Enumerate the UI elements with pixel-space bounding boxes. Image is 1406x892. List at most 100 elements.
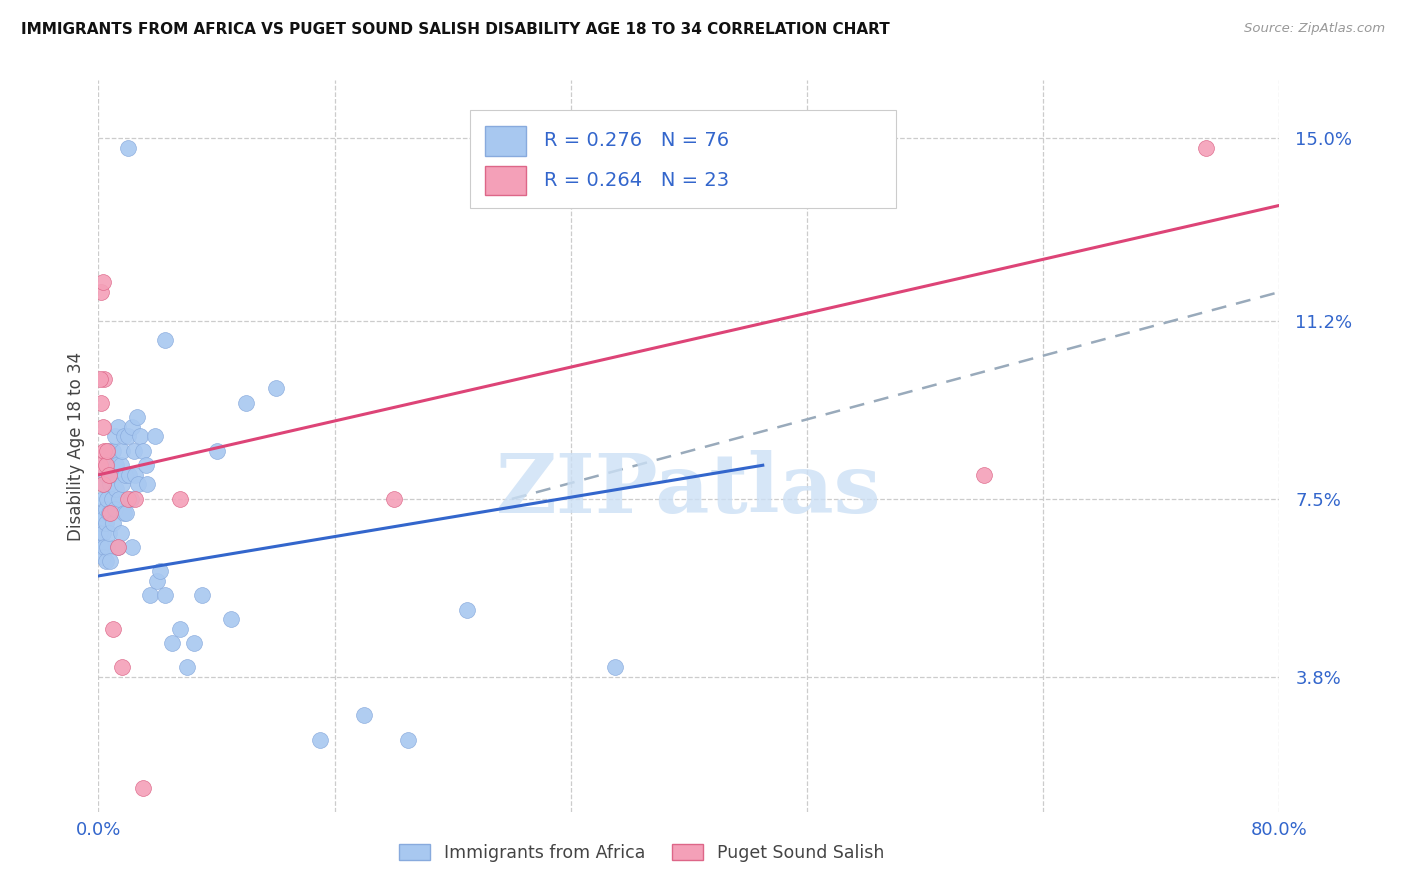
Point <box>309 732 332 747</box>
Point <box>96 458 118 473</box>
Point <box>105 458 128 473</box>
Point <box>111 443 134 458</box>
Point <box>143 429 166 443</box>
Point <box>128 429 150 443</box>
Bar <box>485 166 526 195</box>
Point <box>97 443 120 458</box>
Point <box>90 507 112 521</box>
Point <box>97 467 120 482</box>
Bar <box>485 127 526 155</box>
Point <box>91 419 114 434</box>
Point <box>235 395 257 409</box>
Y-axis label: Disability Age 18 to 34: Disability Age 18 to 34 <box>66 351 84 541</box>
Point <box>97 507 120 521</box>
Point <box>149 564 172 578</box>
Point <box>398 732 420 747</box>
Point <box>121 540 143 554</box>
Point <box>98 507 121 521</box>
Text: R = 0.276   N = 76: R = 0.276 N = 76 <box>544 131 728 150</box>
Point <box>94 501 117 516</box>
Point <box>124 491 146 506</box>
Point <box>183 636 205 650</box>
Point <box>353 708 375 723</box>
Legend: Immigrants from Africa, Puget Sound Salish: Immigrants from Africa, Puget Sound Sali… <box>392 837 891 869</box>
Point <box>139 588 162 602</box>
Point <box>169 622 191 636</box>
Point <box>457 602 479 616</box>
Point <box>135 458 157 473</box>
Point <box>91 549 114 564</box>
Point <box>91 276 114 290</box>
Point <box>90 395 112 409</box>
Point <box>117 141 139 155</box>
Point <box>90 285 112 299</box>
Point <box>93 540 115 554</box>
Point <box>94 467 117 482</box>
Point <box>153 333 176 347</box>
Point <box>107 419 129 434</box>
Point <box>973 467 995 482</box>
Point <box>93 371 115 385</box>
Point <box>96 491 118 506</box>
Point <box>111 660 134 674</box>
Point <box>105 483 128 497</box>
Point <box>118 467 141 482</box>
Point <box>125 410 148 425</box>
Point <box>93 477 115 491</box>
Point <box>94 516 117 530</box>
Point <box>100 491 122 506</box>
Point <box>89 458 111 473</box>
Point <box>107 540 129 554</box>
Point <box>91 525 114 540</box>
Point <box>605 660 627 674</box>
Point <box>191 588 214 602</box>
Point <box>124 467 146 482</box>
Point <box>98 477 121 491</box>
Point <box>176 660 198 674</box>
Point <box>103 443 125 458</box>
Point <box>169 491 191 506</box>
Point <box>90 516 112 530</box>
Text: Source: ZipAtlas.com: Source: ZipAtlas.com <box>1244 22 1385 36</box>
Point <box>97 525 120 540</box>
Text: R = 0.264   N = 23: R = 0.264 N = 23 <box>544 171 728 190</box>
Point <box>108 491 131 506</box>
Point <box>114 467 136 482</box>
Point <box>115 507 138 521</box>
Point <box>162 636 183 650</box>
Point <box>89 371 111 385</box>
FancyBboxPatch shape <box>471 110 896 209</box>
Point <box>136 477 159 491</box>
Point <box>96 540 118 554</box>
Text: IMMIGRANTS FROM AFRICA VS PUGET SOUND SALISH DISABILITY AGE 18 TO 34 CORRELATION: IMMIGRANTS FROM AFRICA VS PUGET SOUND SA… <box>21 22 890 37</box>
Point <box>221 612 243 626</box>
Point <box>110 525 132 540</box>
Point <box>103 516 125 530</box>
Point <box>103 622 125 636</box>
Point <box>122 443 145 458</box>
Point <box>93 511 115 525</box>
Point <box>94 458 117 473</box>
Point <box>121 419 143 434</box>
Point <box>104 429 127 443</box>
Point <box>100 467 122 482</box>
Point <box>91 491 114 506</box>
Point <box>382 491 405 506</box>
Point <box>264 381 287 395</box>
Point <box>104 501 127 516</box>
Point <box>91 477 114 491</box>
Point <box>205 443 228 458</box>
Point <box>1195 141 1218 155</box>
Point <box>110 458 132 473</box>
Point <box>89 525 111 540</box>
Point <box>96 443 118 458</box>
Point <box>146 574 169 588</box>
Point <box>117 491 139 506</box>
Point <box>98 554 121 568</box>
Point <box>90 540 112 554</box>
Point <box>120 491 142 506</box>
Point <box>94 554 117 568</box>
Point <box>111 477 134 491</box>
Point <box>112 429 135 443</box>
Point <box>112 507 135 521</box>
